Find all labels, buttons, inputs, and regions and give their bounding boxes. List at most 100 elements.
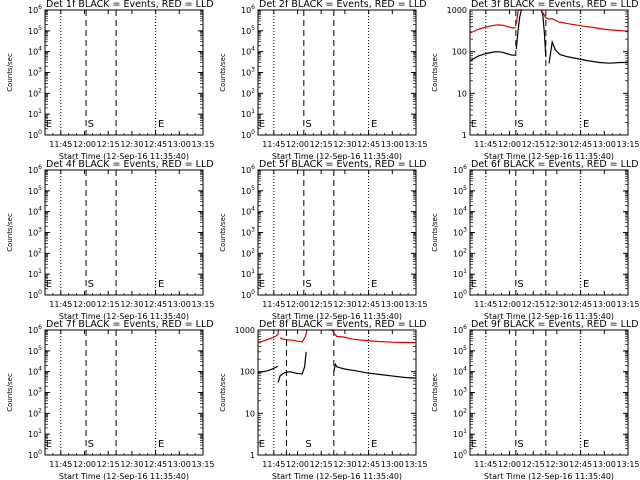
y-tick-base: 10 [453, 368, 463, 377]
x-tick-label: 12:45 [569, 460, 592, 469]
y-tick-exp: 5 [38, 345, 42, 352]
y-tick-label: 1000 [447, 6, 467, 15]
y-tick-label: 102 [28, 87, 42, 98]
y-tick-base: 10 [241, 69, 251, 78]
y-tick-exp: 0 [38, 289, 42, 296]
y-tick-base: 10 [241, 291, 251, 300]
plot-frame [44, 329, 204, 456]
y-tick-exp: 3 [251, 227, 255, 234]
x-tick-label: 11:45 [262, 300, 285, 309]
x-tick-label: 12:00 [73, 460, 96, 469]
chart-title: Det 2f BLACK = Events, RED = LLD [259, 0, 427, 10]
y-tick-exp: 2 [38, 247, 42, 254]
y-tick-label: 100 [240, 368, 255, 377]
panel-det-7f: Det 7f BLACK = Events, RED = LLD Counts/s… [6, 319, 215, 480]
plot-frame [44, 169, 204, 296]
y-tick-base: 10 [453, 409, 463, 418]
y-tick-exp: 1 [38, 108, 42, 115]
marker-e: E [46, 439, 52, 450]
marker-s: S [88, 279, 94, 290]
y-axis-label: Counts/sec [6, 213, 14, 252]
panel-det-6f: Det 6f BLACK = Events, RED = LLD Counts/s… [431, 159, 640, 321]
y-tick-base: 10 [241, 110, 251, 119]
x-tick-label: 12:45 [569, 300, 592, 309]
panel-det-1f: Det 1f BLACK = Events, RED = LLD Counts/s… [6, 0, 215, 161]
series-events-segment [548, 39, 628, 64]
x-tick-label: 13:15 [191, 460, 214, 469]
x-tick-label: 13:15 [191, 140, 214, 149]
x-tick-label: 12:30 [333, 460, 356, 469]
y-tick-exp: 3 [463, 387, 467, 394]
y-tick-exp: 2 [38, 407, 42, 414]
y-tick-label: 102 [241, 87, 255, 98]
y-tick-base: 10 [241, 48, 251, 57]
x-tick-label: 12:30 [333, 140, 356, 149]
plot-frame [469, 169, 629, 296]
y-tick-exp: 2 [463, 407, 467, 414]
x-tick-label: 13:00 [381, 460, 404, 469]
y-tick-label: 101 [28, 428, 42, 439]
y-tick-exp: 2 [251, 87, 255, 94]
y-tick-label: 106 [28, 324, 42, 335]
y-tick-exp: 1 [463, 268, 467, 275]
y-tick-label: 101 [453, 428, 467, 439]
marker-e: E [259, 439, 265, 450]
x-tick-label: 12:45 [144, 460, 167, 469]
y-tick-exp: 1 [38, 428, 42, 435]
marker-e: E [158, 279, 164, 290]
y-tick-label: 105 [241, 185, 255, 196]
marker-s: S [305, 439, 311, 450]
x-tick-label: 12:45 [144, 300, 167, 309]
x-tick-label: 11:45 [262, 460, 285, 469]
marker-e: E [583, 439, 589, 450]
marker-e: E [471, 279, 477, 290]
y-tick-exp: 1 [38, 268, 42, 275]
y-tick-label: 105 [241, 25, 255, 36]
x-axis-label: Start Time (12-Sep-16 11:35:40) [59, 312, 189, 321]
y-tick-exp: 2 [463, 247, 467, 254]
x-tick-label: 11:45 [49, 140, 72, 149]
y-tick-label: 10 [245, 409, 255, 418]
y-tick-base: 10 [453, 270, 463, 279]
y-tick-label: 104 [28, 46, 42, 57]
y-tick-base: 10 [241, 6, 251, 15]
y-tick-label: 106 [241, 164, 255, 175]
y-axis-label: Counts/sec [431, 373, 439, 412]
series-lld-segment [257, 329, 280, 344]
x-tick-label: 12:00 [286, 300, 309, 309]
y-tick-base: 10 [453, 229, 463, 238]
x-tick-label: 12:00 [498, 140, 521, 149]
x-tick-label: 12:30 [120, 140, 143, 149]
marker-e: E [471, 119, 477, 130]
y-axis-label: Counts/sec [431, 213, 439, 252]
y-tick-exp: 6 [251, 4, 255, 11]
y-tick-base: 10 [28, 229, 38, 238]
marker-e: E [371, 439, 377, 450]
y-tick-label: 101 [453, 268, 467, 279]
panel-det-5f: Det 5f BLACK = Events, RED = LLD Counts/s… [219, 159, 428, 321]
y-tick-exp: 6 [38, 324, 42, 331]
y-tick-exp: 5 [463, 345, 467, 352]
y-tick-base: 10 [453, 208, 463, 217]
y-tick-base: 10 [241, 270, 251, 279]
series-events-segment [277, 351, 307, 383]
y-tick-label: 105 [28, 25, 42, 36]
y-axis-label: Counts/sec [6, 53, 14, 92]
x-tick-label: 13:00 [168, 300, 191, 309]
x-tick-label: 13:00 [168, 140, 191, 149]
series-lld-segment [279, 329, 308, 343]
series-lld-segment [540, 9, 629, 32]
x-tick-label: 13:00 [593, 300, 616, 309]
marker-s: S [88, 439, 94, 450]
plot-frame [44, 9, 204, 136]
y-tick-base: 10 [241, 187, 251, 196]
y-tick-label: 100 [28, 449, 42, 460]
y-tick-base: 10 [28, 326, 38, 335]
y-tick-exp: 1 [463, 428, 467, 435]
marker-e: E [259, 279, 265, 290]
y-tick-label: 100 [453, 289, 467, 300]
y-tick-exp: 4 [251, 206, 255, 213]
y-tick-label: 100 [241, 289, 255, 300]
x-tick-label: 13:15 [404, 300, 427, 309]
